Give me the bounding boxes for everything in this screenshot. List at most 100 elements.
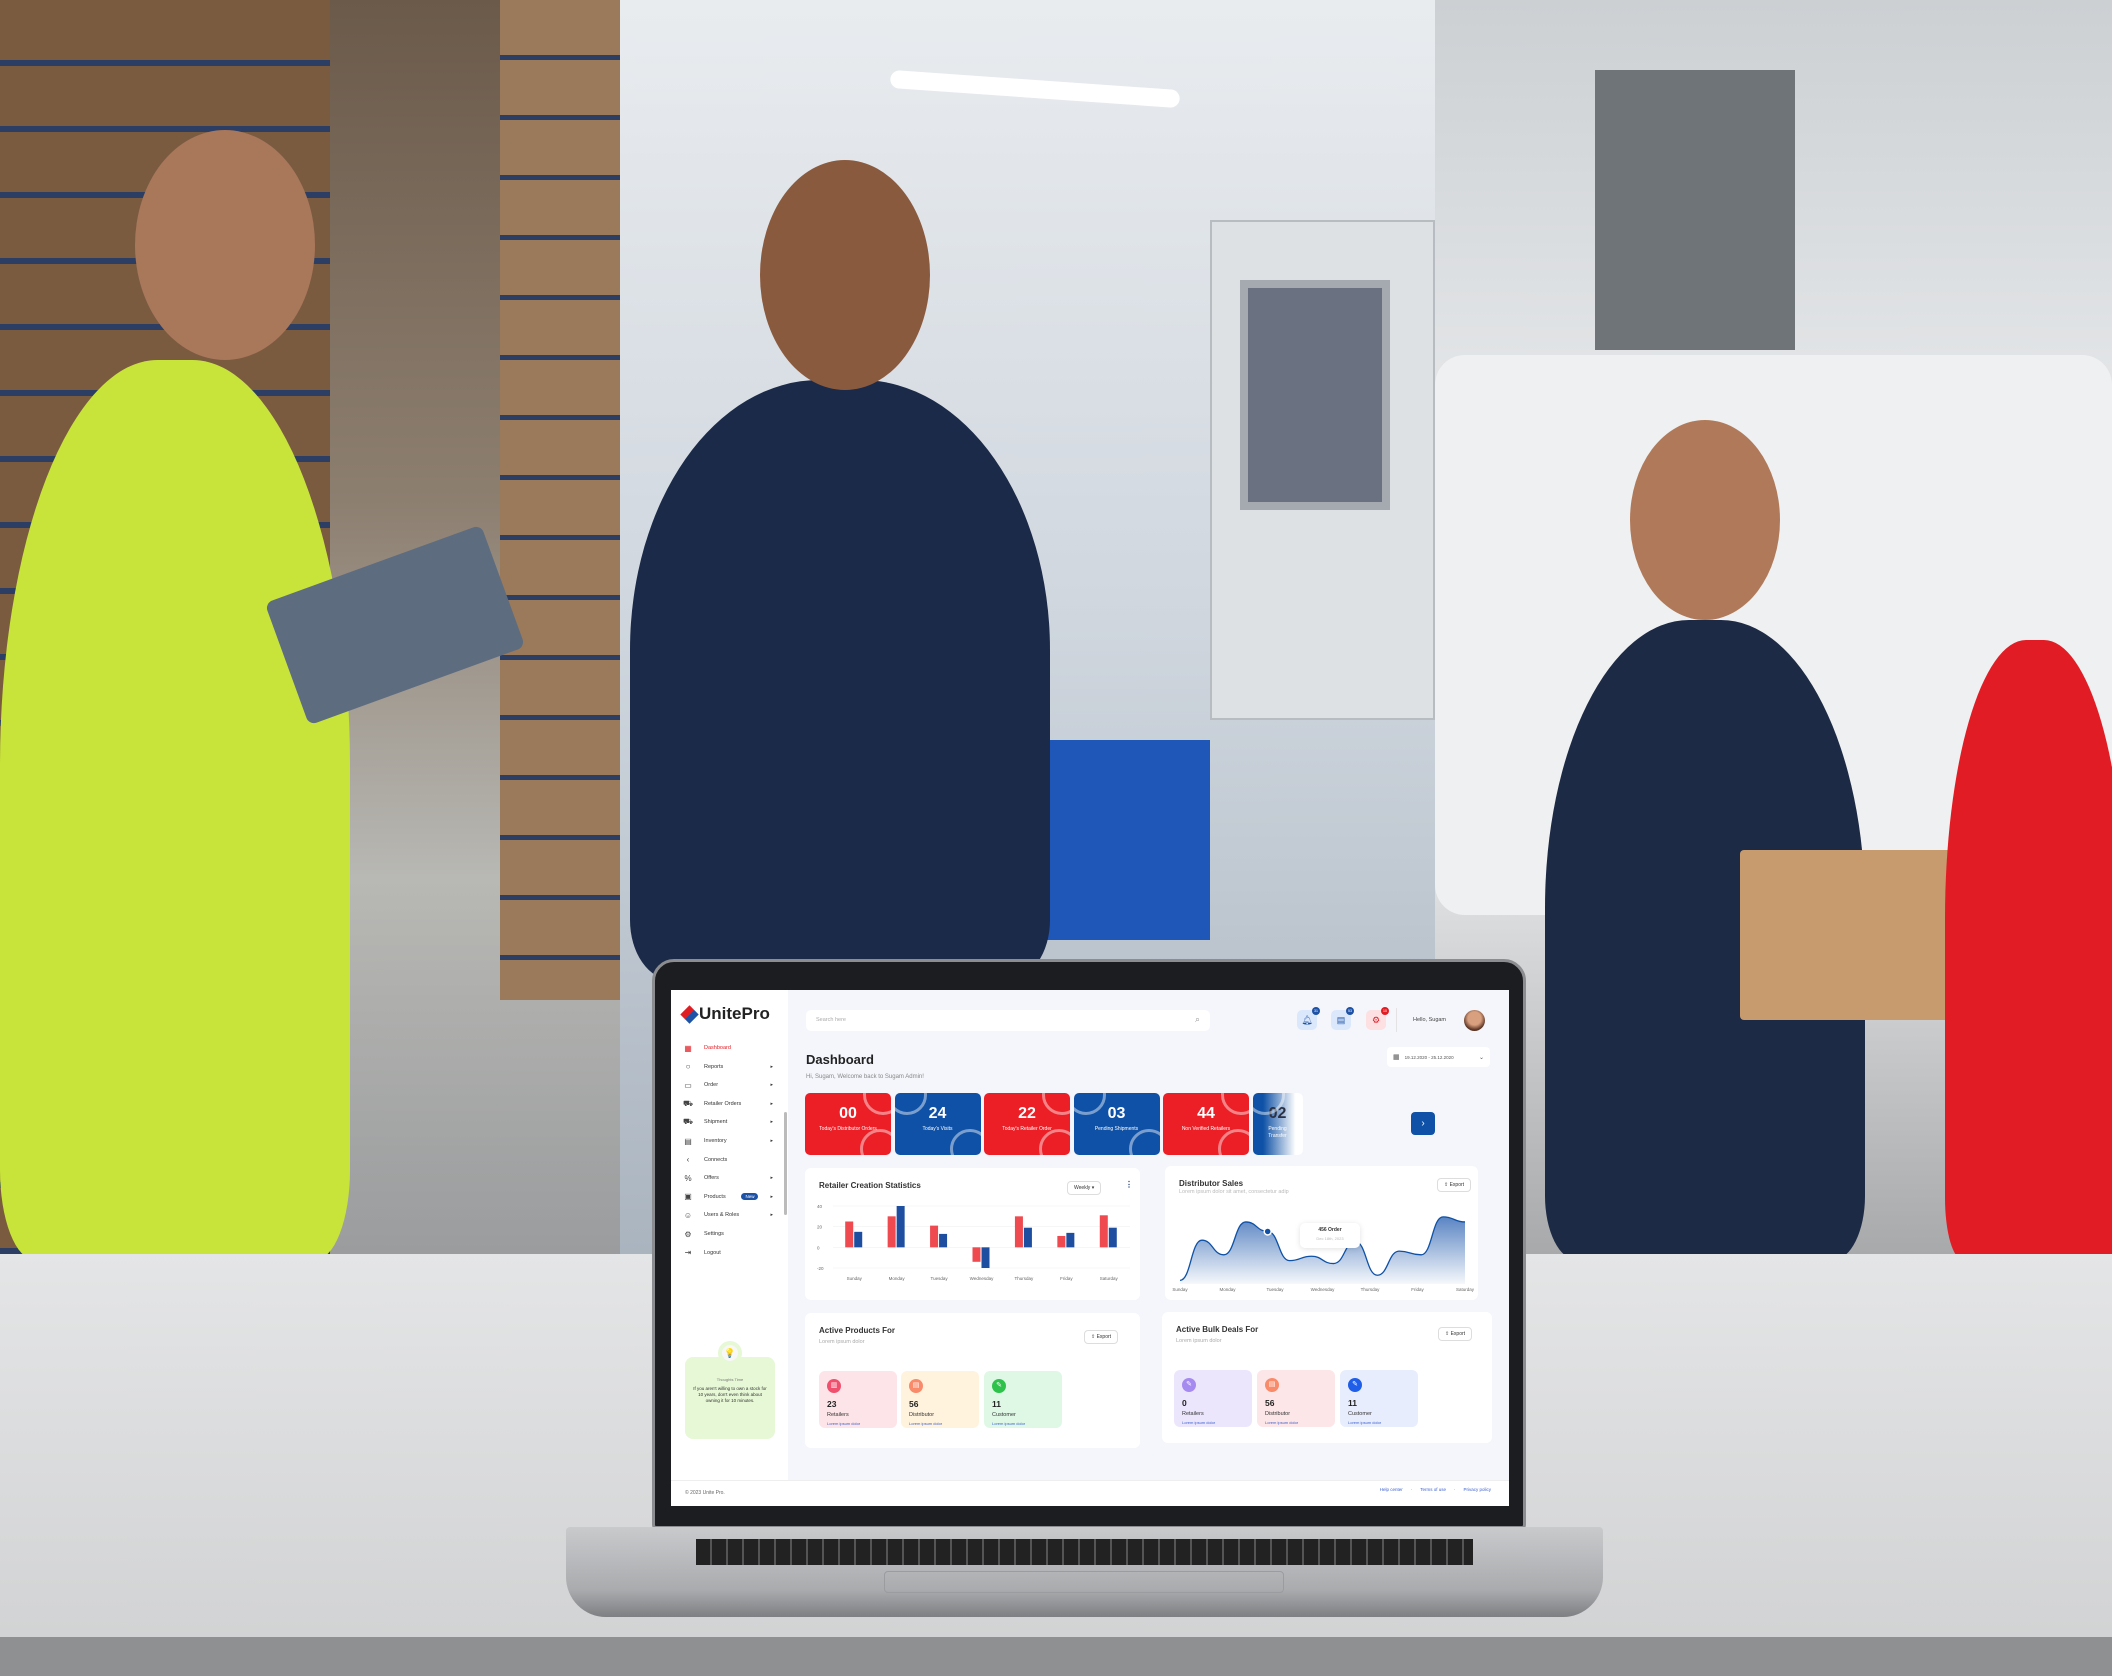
privacy-link[interactable]: Privacy policy [1463,1487,1491,1492]
more-options-icon[interactable]: ⋮ [1125,1180,1133,1189]
percent-icon: % [684,1173,692,1183]
sidebar-item-order[interactable]: ▭ Order ▸ [683,1078,773,1092]
stat-card[interactable]: 00 Today's Distributor Orders [805,1093,891,1155]
summary-tile[interactable]: ✎ 11 Customer Lorem ipsum dolor [984,1371,1062,1428]
sidebar-item-reports[interactable]: ○ Reports ▸ [683,1060,773,1074]
tile-value: 56 [909,1399,919,1409]
summary-tile[interactable]: ▤ 56 Distributor Lorem ipsum dolor [901,1371,979,1428]
avatar[interactable] [1464,1010,1485,1031]
bar [1014,1216,1023,1248]
thoughts-card: 💡 Thoughts Time If you aren't willing to… [685,1345,775,1439]
sidebar-item-settings[interactable]: ⚙ Settings [683,1227,773,1241]
product-icon: ▣ [684,1192,692,1202]
bar-chart: 40 20 0 -20 Sunday Monday Tuesday Wednesday Thur… [817,1204,1130,1281]
help-center-link[interactable]: Help center [1379,1487,1403,1492]
greeting: Hello, Sugam [1413,1017,1447,1023]
decor-ring [1042,1093,1070,1115]
x-tick-label: Thursday [1015,1276,1035,1281]
sidebar-item-logout[interactable]: ⇥ Logout [683,1246,773,1260]
distributor-sales-card: Distributor Sales Lorem ipsum dolor sit … [1165,1166,1478,1300]
export-button[interactable]: ⇪ Export [1437,1178,1472,1192]
tile-link[interactable]: Lorem ipsum dolor [827,1421,861,1426]
stat-card[interactable]: 22 Today's Retailer Order [984,1093,1070,1155]
stat-card[interactable]: 03 Pending Shipments [1073,1093,1160,1155]
x-tick-label: Thursday [1361,1287,1381,1292]
x-tick-label: Sunday [1172,1287,1188,1292]
tile-link[interactable]: Lorem ipsum dolor [909,1421,943,1426]
tile-icon: ▤ [909,1379,923,1393]
bar [896,1206,905,1248]
decor-ring [949,1129,981,1155]
settings-button[interactable]: ⚙ 10 [1366,1007,1389,1030]
upload-icon: ⇪ [1444,1182,1449,1188]
sidebar-item-offers[interactable]: % Offers ▸ [683,1171,773,1185]
box-icon: ▭ [684,1080,692,1090]
keyboard [696,1539,1473,1565]
trackpad [884,1571,1284,1593]
caret-right-icon: ▸ [770,1100,773,1107]
period-select[interactable]: Weekly ▾ [1067,1181,1102,1195]
chat-icon: ▤ [1336,1015,1346,1025]
export-label: Export [1096,1334,1112,1340]
x-tick-label: Saturday [1456,1287,1475,1292]
chart-tooltip: 456 Order Dec 18th, 2023 [1300,1223,1360,1248]
x-tick-label: Friday [1411,1287,1424,1292]
tile-label: Retailers [1182,1411,1204,1417]
tile-link[interactable]: Lorem ipsum dolor [1265,1420,1299,1425]
caret-right-icon: ▸ [770,1063,773,1070]
stat-value: 03 [1107,1105,1126,1122]
users-icon: ☺ [683,1210,693,1220]
sidebar-scrollbar[interactable] [784,1112,787,1215]
thoughts-title: Thoughts Time [716,1377,744,1382]
x-tick-label: Wednesday [1311,1287,1335,1292]
decor-ring [863,1093,891,1115]
sidebar-item-inventory[interactable]: ▤ Inventory ▸ [683,1134,773,1148]
messages-button[interactable]: ▤ 53 [1331,1007,1354,1030]
tile-value: 0 [1182,1398,1187,1408]
tile-label: Distributor [1265,1411,1291,1417]
export-button[interactable]: ⇪ Export [1438,1327,1473,1341]
footer-links: Help center · Terms of use · Privacy polic… [1380,1487,1491,1492]
sidebar-item-users-roles[interactable]: ☺ Users & Roles ▸ [683,1208,773,1222]
tile-link[interactable]: Lorem ipsum dolor [992,1421,1026,1426]
bar [930,1225,939,1248]
stat-card[interactable]: 02 Pending Transfer [1252,1093,1303,1155]
next-button[interactable]: › [1411,1112,1435,1135]
summary-tile[interactable]: ✎ 11 Customer Lorem ipsum dolor [1340,1370,1418,1427]
summary-tile[interactable]: ▤ 56 Distributor Lorem ipsum dolor [1257,1370,1335,1427]
retailer-stats-card: Retailer Creation Statistics Weekly ▾ ⋮ … [805,1168,1140,1300]
summary-tile[interactable]: ▥ 23 Retailers Lorem ipsum dolor [819,1371,897,1428]
sidebar-item-connects[interactable]: ‹ Connects [683,1153,773,1167]
logo[interactable]: UnitePro [680,1004,770,1024]
decor-ring [860,1129,891,1155]
tile-icon: ✎ [1348,1378,1362,1392]
search-input[interactable]: Search here ⌕ [806,1010,1210,1031]
export-button[interactable]: ⇪ Export [1084,1330,1119,1344]
tile-link[interactable]: Lorem ipsum dolor [1348,1420,1382,1425]
search-icon: ○ [685,1062,691,1072]
sidebar-item-label: Shipment [704,1119,728,1126]
sidebar-item-retailer-orders[interactable]: ⛟ Retailer Orders ▸ [683,1097,773,1111]
sidebar-item-products[interactable]: ▣ Products New ▸ [683,1190,773,1204]
notification-count: 31 [1312,1007,1320,1015]
summary-tile[interactable]: ✎ 0 Retailers Lorem ipsum dolor [1174,1370,1252,1427]
sidebar-item-label: Offers [704,1175,719,1182]
stat-card[interactable]: 24 Today's Visits [894,1093,981,1155]
caret-right-icon: ▸ [770,1119,773,1126]
export-label: Export [1450,1331,1466,1337]
stat-label: Non Verified Retailers [1181,1126,1231,1132]
date-range-picker[interactable]: ▦ 19.12.2020 - 25.12.2020 ⌄ [1387,1047,1490,1067]
stat-card[interactable]: 44 Non Verified Retailers [1163,1093,1249,1155]
terms-link[interactable]: Terms of use [1420,1487,1446,1492]
caret-down-icon: ▾ [1091,1185,1095,1191]
search-icon[interactable]: ⌕ [1194,1014,1200,1024]
sidebar-item-shipment[interactable]: ⛟ Shipment ▸ [683,1115,773,1129]
decor-ring [1221,1093,1249,1115]
notifications-button[interactable]: 🔔︎ 31 [1297,1007,1320,1030]
sidebar-item-dashboard[interactable]: ▦ Dashboard [683,1041,773,1055]
grid-icon: ▦ [684,1043,692,1053]
period-value: Weekly [1074,1185,1091,1191]
chevron-right-icon: › [1421,1118,1425,1129]
tile-link[interactable]: Lorem ipsum dolor [1182,1420,1216,1425]
sidebar-item-label: Users & Roles [704,1212,740,1219]
